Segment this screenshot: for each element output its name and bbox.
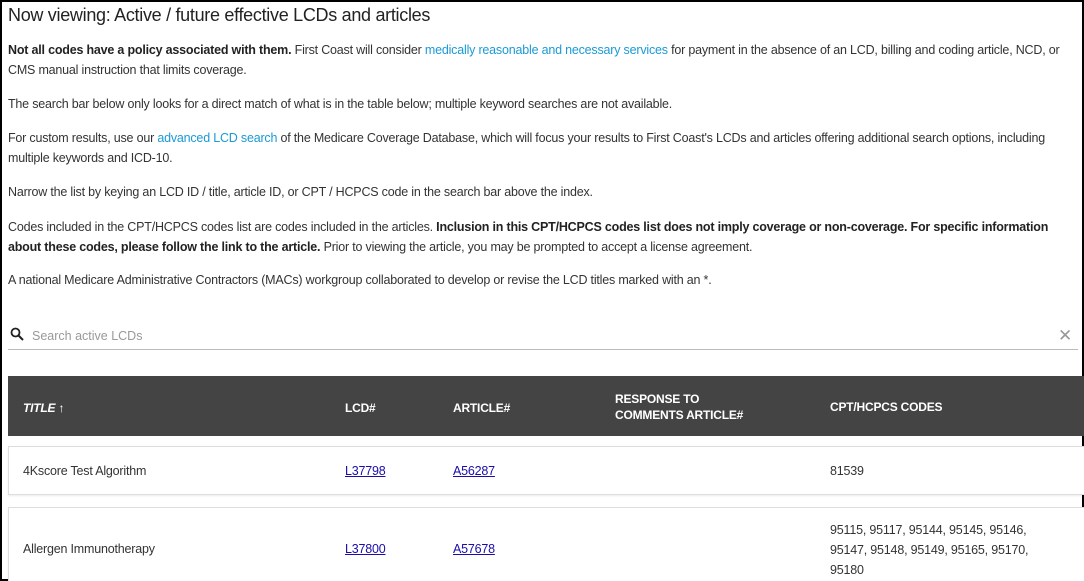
row-codes: 81539 bbox=[830, 464, 864, 478]
custom-results-note: For custom results, use our advanced LCD… bbox=[8, 129, 1080, 168]
search-input[interactable] bbox=[32, 326, 1032, 346]
search-icon bbox=[10, 327, 24, 341]
policy-note-bold: Not all codes have a policy associated w… bbox=[8, 43, 292, 57]
text: Prior to viewing the article, you may be… bbox=[320, 239, 753, 254]
column-title-label: TITLE bbox=[23, 401, 56, 415]
search-note: The search bar below only looks for a di… bbox=[8, 97, 673, 111]
codes-note-bold: Inclusion in this CPT/HCPCS codes list d… bbox=[8, 220, 1049, 254]
codes-note: Codes included in the CPT/HCPCS codes li… bbox=[8, 218, 1080, 257]
policy-note: Not all codes have a policy associated w… bbox=[8, 41, 1080, 80]
text: For custom results, use our bbox=[8, 131, 158, 145]
column-response[interactable]: RESPONSE TO COMMENTS ARTICLE# bbox=[615, 392, 744, 422]
lcd-link[interactable]: L37800 bbox=[345, 542, 386, 556]
text: Codes included in the CPT/HCPCS codes li… bbox=[8, 220, 437, 234]
column-codes[interactable]: CPT/HCPCS CODES bbox=[830, 400, 943, 414]
advanced-lcd-search-link[interactable]: advanced LCD search bbox=[157, 131, 278, 145]
row-codes: 95115, 95117, 95144, 95145, 95146, 95147… bbox=[830, 523, 1029, 577]
clear-search-icon[interactable]: ✕ bbox=[1057, 326, 1072, 345]
article-link[interactable]: A57678 bbox=[453, 542, 495, 556]
column-article[interactable]: ARTICLE# bbox=[453, 401, 511, 415]
lcd-link[interactable]: L37798 bbox=[345, 464, 386, 478]
sort-ascending-icon: ↑ bbox=[58, 401, 65, 415]
table-header: TITLE ↑ LCD# ARTICLE# RESPONSE TO COMMEN… bbox=[8, 376, 1084, 436]
search-bar: ✕ bbox=[8, 324, 1078, 350]
table-row: Allergen Immunotherapy L37800 A57678 951… bbox=[8, 507, 1084, 581]
medically-reasonable-link[interactable]: medically reasonable and necessary servi… bbox=[424, 43, 668, 57]
column-lcd[interactable]: LCD# bbox=[345, 401, 376, 415]
column-title[interactable]: TITLE ↑ bbox=[23, 400, 64, 416]
text: of the Medicare Coverage Database, which… bbox=[8, 131, 1046, 165]
page-title: Now viewing: Active / future effective L… bbox=[8, 5, 431, 25]
text: for payment in the absence of an LCD, bi… bbox=[8, 43, 1060, 77]
narrow-note: Narrow the list by keying an LCD ID / ti… bbox=[8, 185, 593, 199]
macs-note: A national Medicare Administrative Contr… bbox=[8, 273, 712, 287]
row-title: Allergen Immunotherapy bbox=[23, 542, 155, 556]
text: First Coast will consider bbox=[291, 43, 425, 57]
table-row: 4Kscore Test Algorithm L37798 A56287 815… bbox=[8, 446, 1084, 495]
article-link[interactable]: A56287 bbox=[453, 464, 495, 478]
row-title: 4Kscore Test Algorithm bbox=[23, 464, 147, 478]
